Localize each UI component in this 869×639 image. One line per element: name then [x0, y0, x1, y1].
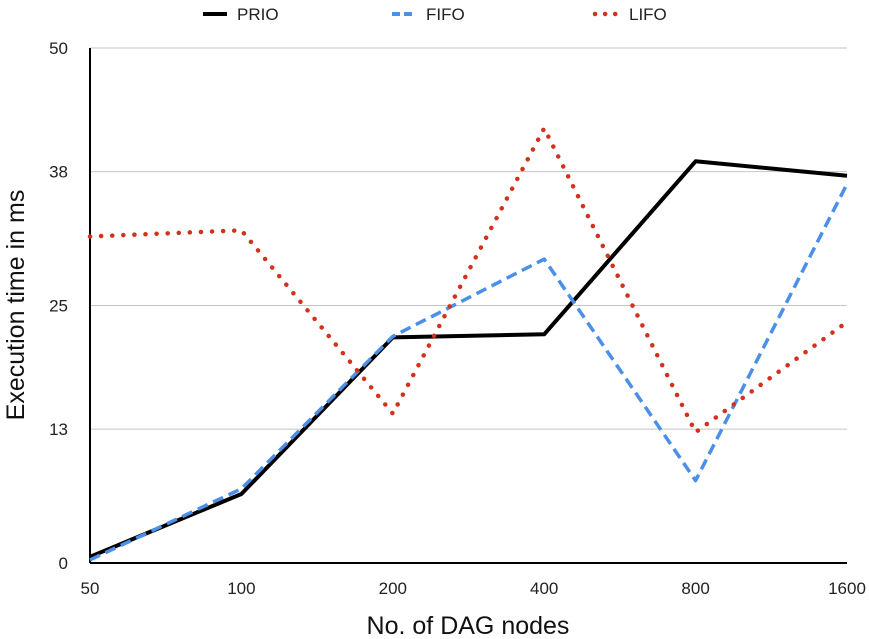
x-tick-label: 100	[227, 579, 255, 598]
x-tick-label: 400	[530, 579, 558, 598]
series-line-fifo	[89, 183, 849, 562]
series-line-prio	[89, 159, 848, 559]
y-axis-title: Execution time in ms	[2, 190, 30, 421]
y-tick-label: 0	[59, 554, 68, 573]
series-lines	[87, 126, 850, 562]
x-tick-label: 200	[379, 579, 407, 598]
y-tick-label: 50	[49, 39, 68, 58]
axes	[89, 48, 847, 564]
y-tick-labels: 0 13 25 38 50	[49, 39, 68, 573]
legend-label-lifo: LIFO	[629, 5, 667, 24]
x-tick-label: 1600	[828, 579, 866, 598]
legend-label-prio: PRIO	[237, 5, 279, 24]
gridlines	[90, 47, 847, 430]
x-axis-title: No. of DAG nodes	[367, 612, 570, 639]
legend: PRIO FIFO LIFO	[203, 5, 667, 24]
y-tick-label: 38	[49, 163, 68, 182]
legend-label-fifo: FIFO	[426, 5, 465, 24]
series-line-lifo	[87, 126, 850, 435]
y-tick-label: 13	[49, 420, 68, 439]
x-tick-label: 800	[681, 579, 709, 598]
y-tick-label: 25	[49, 297, 68, 316]
x-tick-label: 50	[81, 579, 100, 598]
x-tick-labels: 50 100 200 400 800 1600	[81, 579, 866, 598]
